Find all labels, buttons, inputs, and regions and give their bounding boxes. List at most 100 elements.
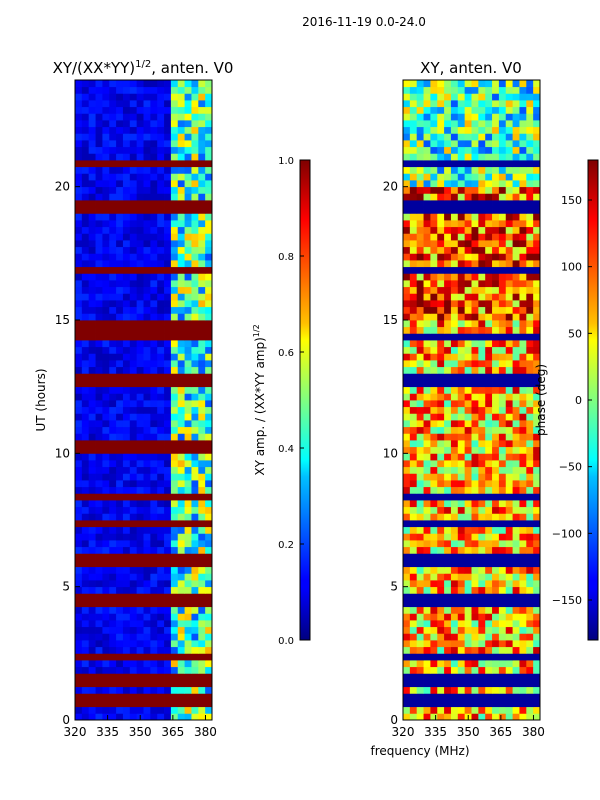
phase-cell xyxy=(492,633,500,641)
amplitude-cell xyxy=(109,680,117,688)
amplitude-cell xyxy=(143,553,151,561)
amplitude-cell xyxy=(81,366,90,374)
phase-cell xyxy=(464,546,472,554)
amplitude-cell xyxy=(143,566,151,574)
phase-cell xyxy=(526,93,534,101)
phase-cell xyxy=(505,366,513,374)
phase-cell xyxy=(437,520,445,528)
phase-cell xyxy=(409,173,418,181)
phase-cell xyxy=(409,86,418,94)
amplitude-cell xyxy=(122,120,131,128)
amplitude-cell xyxy=(177,120,185,128)
amplitude-cell xyxy=(184,393,192,401)
phase-cell xyxy=(533,93,540,101)
amplitude-cell xyxy=(102,620,110,628)
phase-cell xyxy=(444,560,452,568)
phase-cell xyxy=(478,686,486,694)
phase-cell xyxy=(416,686,424,694)
phase-cell xyxy=(437,573,445,581)
phase-cell xyxy=(450,120,459,128)
phase-cell xyxy=(478,333,486,341)
phase-cell xyxy=(416,593,424,601)
amplitude-cell xyxy=(184,633,192,641)
amplitude-cell xyxy=(198,393,206,401)
amplitude-cell xyxy=(109,446,117,454)
amplitude-cell xyxy=(116,140,124,148)
amplitude-cell xyxy=(75,600,83,608)
amplitude-cell xyxy=(88,346,96,354)
amplitude-cell xyxy=(88,520,96,528)
phase-cell xyxy=(457,220,466,228)
phase-cell xyxy=(512,606,520,614)
amplitude-cell xyxy=(184,660,192,668)
amplitude-cell xyxy=(198,700,206,708)
amplitude-cell xyxy=(75,473,83,481)
phase-cell xyxy=(409,586,418,594)
phase-cell xyxy=(403,553,411,561)
phase-cell xyxy=(464,526,472,534)
amplitude-cell xyxy=(191,240,199,248)
phase-cell xyxy=(444,473,452,481)
amplitude-cell xyxy=(122,673,131,681)
phase-cell xyxy=(492,253,500,261)
phase-cell xyxy=(450,126,459,134)
phase-cell xyxy=(478,666,486,674)
phase-cell xyxy=(519,526,527,534)
amplitude-cell xyxy=(136,146,144,154)
phase-cell xyxy=(498,113,507,121)
y-tick-label: 10 xyxy=(55,446,70,460)
amplitude-cell xyxy=(170,446,179,454)
amplitude-cell xyxy=(129,173,138,181)
phase-cell xyxy=(526,660,534,668)
phase-cell xyxy=(437,113,445,121)
amplitude-cell xyxy=(116,180,124,188)
amplitude-cell xyxy=(116,573,124,581)
phase-cell xyxy=(444,680,452,688)
amplitude-cell xyxy=(191,93,199,101)
phase-cell xyxy=(485,506,493,514)
phase-cell xyxy=(485,373,493,381)
phase-cell xyxy=(416,373,424,381)
phase-cell xyxy=(471,533,479,541)
phase-cell xyxy=(457,613,466,621)
colorbar-tick-label: 0.8 xyxy=(278,252,294,263)
phase-cell xyxy=(444,393,452,401)
amplitude-cell xyxy=(109,286,117,294)
phase-cell xyxy=(526,593,534,601)
phase-cell xyxy=(533,253,540,261)
phase-cell xyxy=(430,480,438,488)
phase-cell xyxy=(505,273,513,281)
amplitude-cell xyxy=(102,333,110,341)
amplitude-cell xyxy=(102,673,110,681)
amplitude-cell xyxy=(129,373,138,381)
phase-cell xyxy=(409,293,418,301)
amplitude-cell xyxy=(129,93,138,101)
amplitude-cell xyxy=(198,226,206,234)
phase-cell xyxy=(485,140,493,148)
phase-cell xyxy=(430,413,438,421)
amplitude-cell xyxy=(170,193,179,201)
phase-cell xyxy=(450,280,459,288)
phase-cell xyxy=(430,526,438,534)
amplitude-cell xyxy=(88,566,96,574)
amplitude-cell xyxy=(81,566,90,574)
phase-cell xyxy=(478,546,486,554)
phase-cell xyxy=(409,460,418,468)
phase-cell xyxy=(485,166,493,174)
amplitude-cell xyxy=(136,373,144,381)
amplitude-cell xyxy=(136,540,144,548)
amplitude-cell xyxy=(88,713,96,720)
phase-cell xyxy=(533,660,540,668)
amplitude-cell xyxy=(95,466,103,474)
phase-cell xyxy=(471,706,479,714)
phase-cell xyxy=(471,313,479,321)
phase-cell xyxy=(457,320,466,328)
phase-cell xyxy=(512,346,520,354)
amplitude-cell xyxy=(164,146,172,154)
phase-cell xyxy=(505,426,513,434)
phase-cell xyxy=(498,626,507,634)
amplitude-cell xyxy=(170,206,179,214)
phase-cell xyxy=(423,113,431,121)
phase-cell xyxy=(416,606,424,614)
amplitude-cell xyxy=(88,613,96,621)
